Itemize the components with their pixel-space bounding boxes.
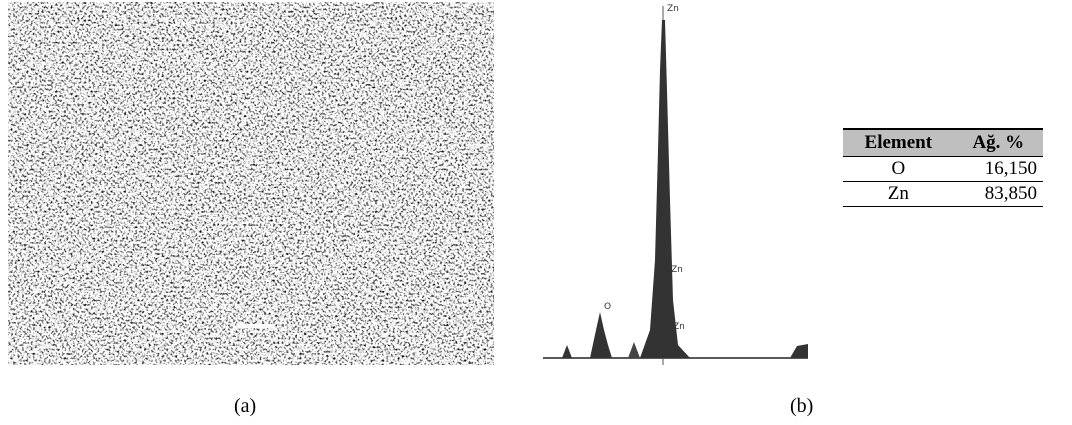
table-row: Zn 83,850 [843, 181, 1043, 207]
composition-table: Element Ağ. % O 16,150 Zn 83,850 [843, 128, 1043, 207]
peak-label: Zn [667, 4, 679, 14]
small-peak [790, 344, 808, 358]
header-row: Element Ağ. % [843, 128, 1043, 157]
header-cell: Ağ. % [953, 128, 1043, 157]
small-peak [628, 342, 640, 358]
peak-label: O [604, 302, 611, 312]
cell: 83,850 [953, 181, 1043, 207]
peak-label: Zn [671, 265, 683, 275]
header-cell: Element [843, 128, 954, 157]
o-peak [590, 312, 612, 358]
cell: O [843, 156, 954, 182]
table-row: O 16,150 [843, 156, 1043, 182]
caption: (b) [790, 395, 814, 417]
cell: Zn [843, 181, 954, 207]
small-peak [562, 345, 572, 358]
sem-image [8, 2, 494, 365]
zn-peak [640, 20, 690, 358]
peak-label: Zn [673, 322, 685, 332]
eds-spectrum: Zn O Zn Zn [543, 4, 808, 365]
cell: 16,150 [953, 156, 1043, 182]
caption: (a) [234, 395, 257, 417]
